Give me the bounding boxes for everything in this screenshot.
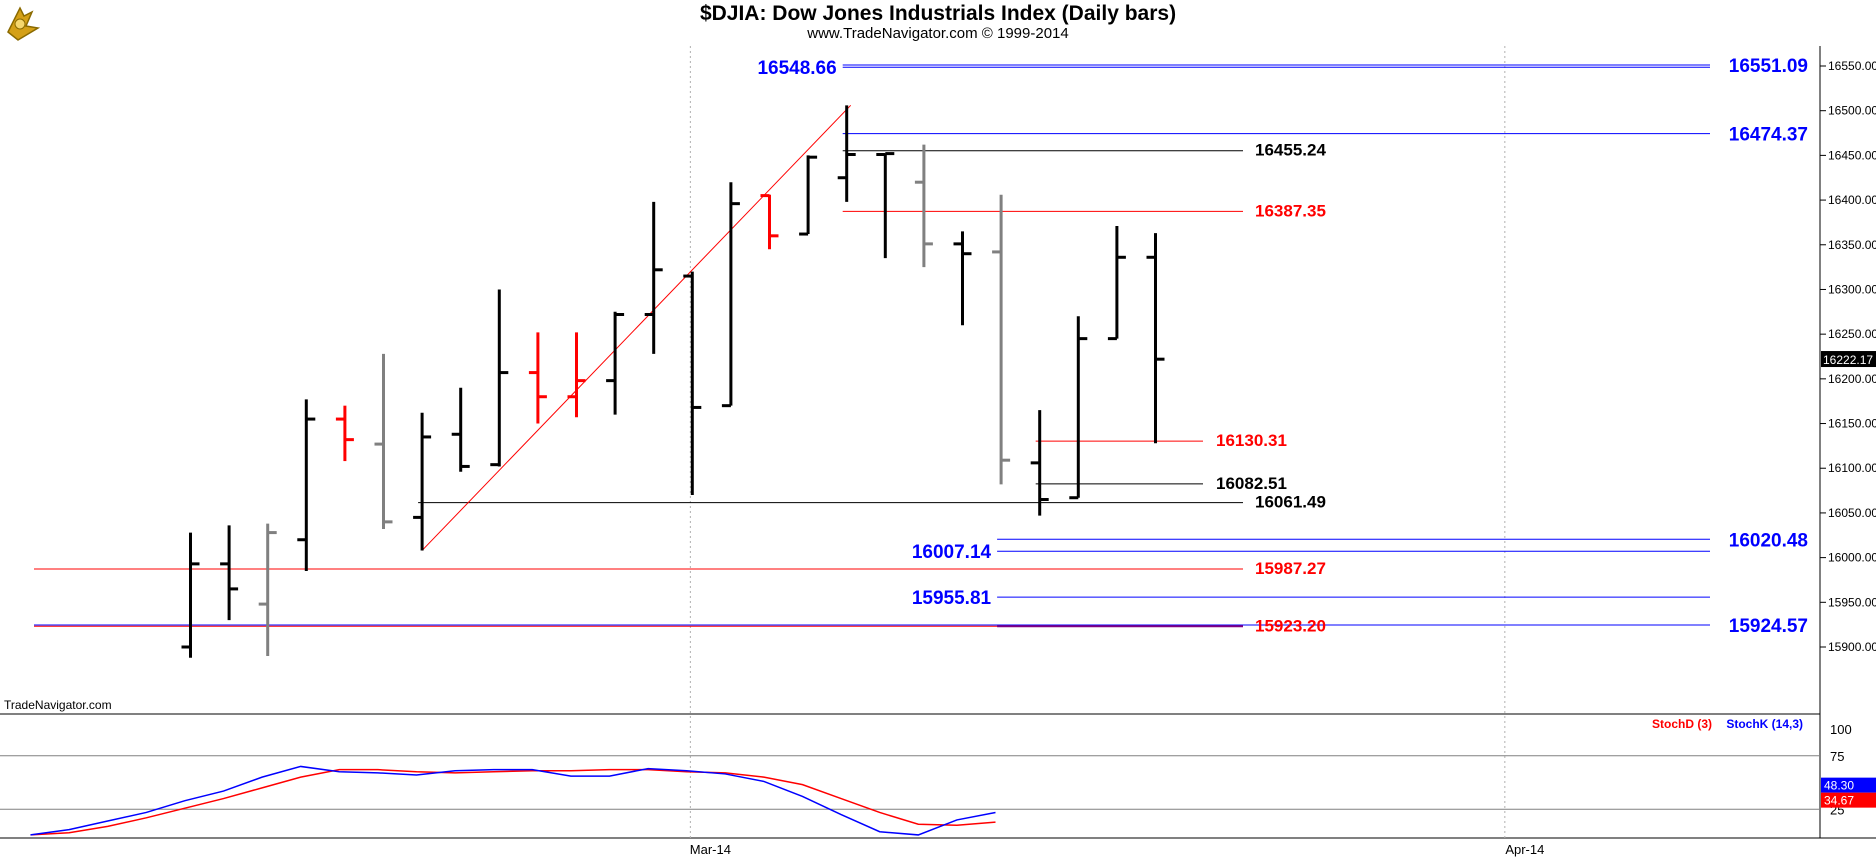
ohlc-bar	[528, 332, 547, 424]
ohlc-bar	[721, 182, 740, 408]
ohlc-bar	[644, 201, 663, 354]
ohlc-bar	[181, 532, 200, 658]
price-tick-label: 16050.00	[1828, 506, 1876, 520]
price-tick-label: 16200.00	[1828, 372, 1876, 386]
price-level-label: 15924.57	[1729, 616, 1808, 637]
stoch-d-legend: StochD (3)	[1652, 717, 1712, 731]
price-tick-label: 16000.00	[1828, 551, 1876, 565]
price-level-label: 16551.09	[1729, 56, 1808, 77]
watermark: TradeNavigator.com	[4, 698, 112, 712]
price-tick-label: 16450.00	[1828, 148, 1876, 162]
ohlc-bar	[490, 289, 509, 467]
last-price-value: 16222.17	[1823, 353, 1873, 367]
price-axis: 16550.00 16500.00 16450.00 16400.00 16350.00…	[1820, 59, 1876, 654]
stoch-tick-label: 100	[1830, 722, 1852, 737]
date-tick-label: Apr-14	[1505, 842, 1544, 857]
ohlc-bar	[567, 332, 586, 418]
ohlc-bar	[760, 194, 779, 250]
price-tick-label: 16500.00	[1828, 104, 1876, 118]
ohlc-bar	[1107, 225, 1126, 341]
price-level-label: 15987.27	[1255, 559, 1326, 578]
price-tick-label: 16250.00	[1828, 327, 1876, 341]
chart-header: $DJIA: Dow Jones Industrials Index (Dail…	[0, 0, 1876, 46]
stoch-k-badge: 48.30	[1821, 777, 1876, 793]
price-tick-label: 15950.00	[1828, 595, 1876, 609]
price-level-label: 16548.66	[757, 58, 836, 79]
price-tick-label: 16100.00	[1828, 461, 1876, 475]
price-tick-label: 16550.00	[1828, 59, 1876, 73]
price-levels: 16551.09 16548.66 16474.37 16455.24 16387.35…	[34, 56, 1808, 637]
ohlc-bar	[297, 399, 316, 572]
trade-navigator-logo-icon	[7, 6, 41, 41]
trendline-layer	[421, 104, 852, 551]
stoch-d-badge: 34.67	[1821, 792, 1876, 808]
ohlc-bar	[953, 231, 972, 326]
trendline	[421, 104, 852, 551]
price-tick-label: 15900.00	[1828, 640, 1876, 654]
date-tick-label: Mar-14	[690, 842, 731, 857]
chart-area: 16551.09 16548.66 16474.37 16455.24 16387.35…	[0, 46, 1876, 860]
stoch-d-line	[30, 768, 996, 836]
stoch-k-legend: StochK (14,3)	[1726, 717, 1803, 731]
price-level-label: 15955.81	[912, 588, 992, 609]
stoch-d-last-value: 34.67	[1824, 794, 1854, 808]
ohlc-bar	[606, 311, 625, 415]
price-level-label: 16020.48	[1729, 530, 1808, 551]
ohlc-bar	[799, 155, 818, 236]
grid-lines	[0, 46, 1820, 838]
ohlc-bar	[1069, 316, 1088, 500]
price-level-label: 16061.49	[1255, 493, 1326, 512]
stoch-k-last-value: 48.30	[1824, 779, 1854, 793]
ohlc-bar	[914, 144, 933, 268]
ohlc-bar	[1146, 233, 1165, 444]
ohlc-bar	[413, 412, 432, 551]
chart-subtitle: www.TradeNavigator.com © 1999-2014	[807, 25, 1069, 42]
last-price-badge: 16222.17	[1821, 351, 1876, 368]
ohlc-bar	[683, 271, 702, 496]
ohlc-bar	[335, 405, 354, 462]
chart-title: $DJIA: Dow Jones Industrials Index (Dail…	[699, 2, 1177, 25]
price-level-label: 16130.31	[1216, 431, 1287, 450]
stoch-tick-label: 75	[1830, 749, 1844, 764]
date-axis: Mar-14 Apr-14	[690, 842, 1545, 857]
ohlc-bars	[181, 105, 1165, 658]
ohlc-bar	[451, 387, 470, 472]
ohlc-bar	[374, 353, 393, 530]
ohlc-bar	[992, 194, 1011, 485]
price-level-label: 15923.20	[1255, 616, 1326, 635]
price-tick-label: 16150.00	[1828, 417, 1876, 431]
ohlc-bar	[837, 105, 856, 202]
price-tick-label: 16300.00	[1828, 282, 1876, 296]
price-level-label: 16082.51	[1216, 474, 1287, 493]
stoch-k-line	[30, 765, 996, 836]
ohlc-bar	[220, 525, 239, 621]
price-tick-label: 16350.00	[1828, 238, 1876, 252]
ohlc-bar	[1030, 410, 1049, 516]
ohlc-bar	[258, 523, 277, 656]
price-level-label: 16007.14	[912, 542, 992, 563]
price-tick-label: 16400.00	[1828, 193, 1876, 207]
ohlc-bar	[876, 152, 895, 259]
price-level-label: 16474.37	[1729, 125, 1808, 146]
price-level-label: 16455.24	[1255, 141, 1326, 160]
price-level-label: 16387.35	[1255, 201, 1326, 220]
